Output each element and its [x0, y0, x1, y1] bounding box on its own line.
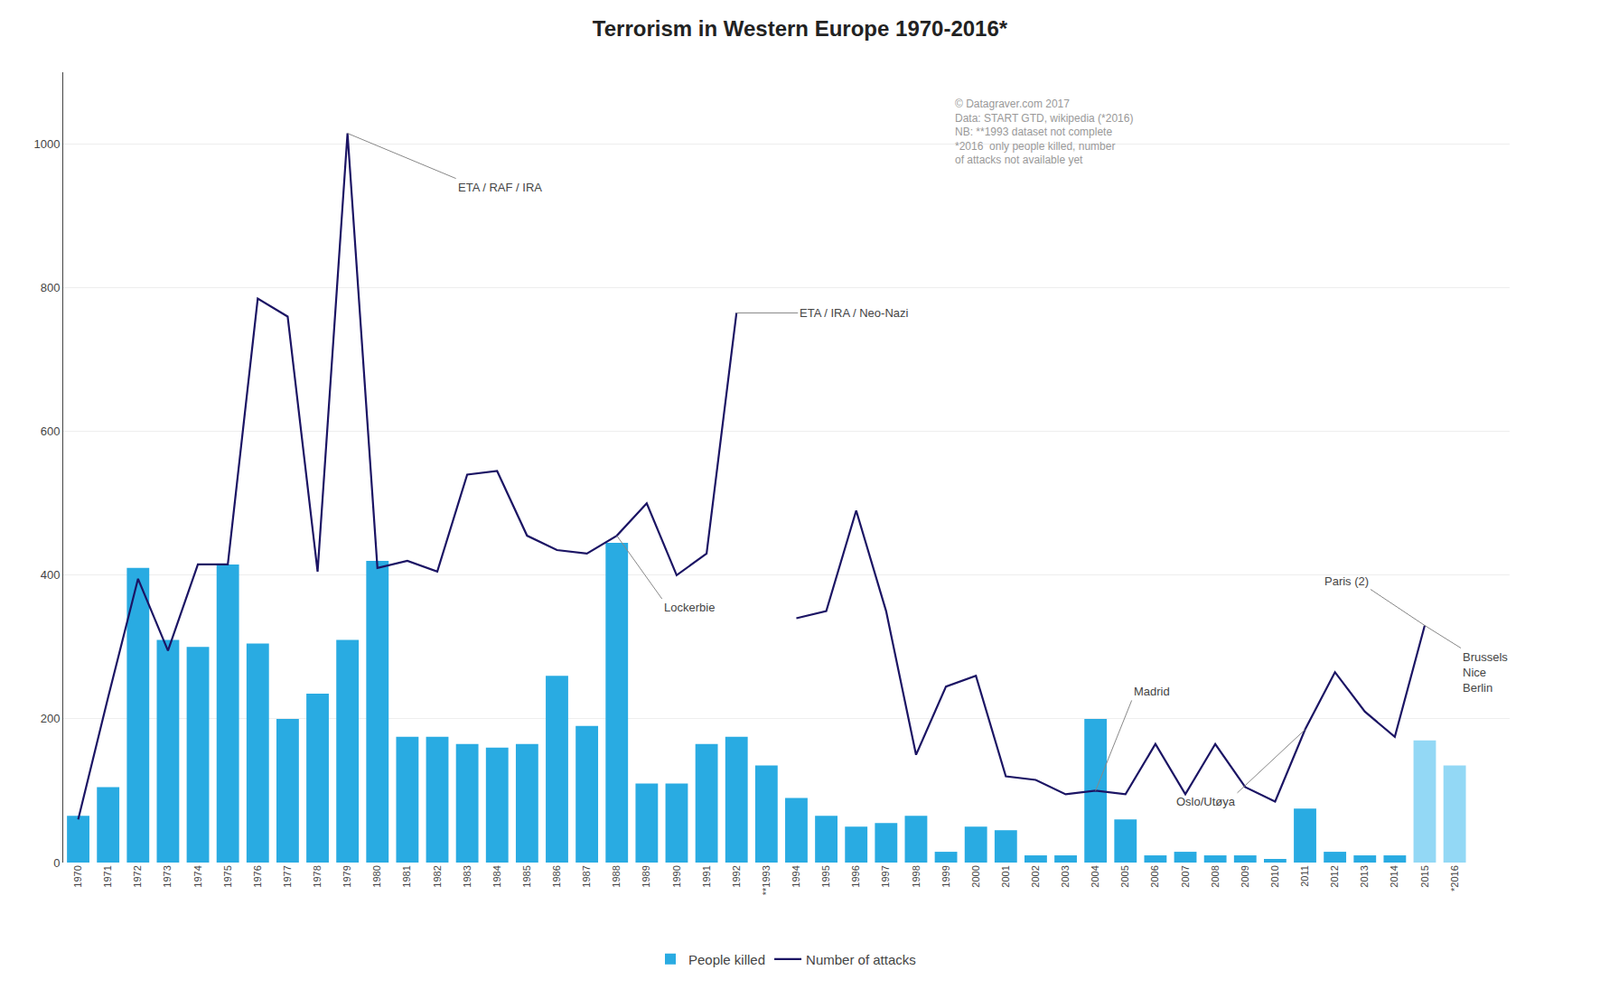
- svg-text:1984: 1984: [491, 865, 503, 888]
- svg-text:1988: 1988: [610, 865, 622, 888]
- svg-text:1979: 1979: [341, 865, 353, 888]
- svg-text:*2016: *2016: [1449, 865, 1460, 892]
- svg-text:2003: 2003: [1059, 865, 1071, 888]
- svg-text:Number of attacks: Number of attacks: [805, 952, 917, 968]
- svg-text:Oslo/Utøya: Oslo/Utøya: [1176, 795, 1236, 809]
- svg-text:1977: 1977: [281, 865, 293, 888]
- svg-text:ETA / RAF / IRA: ETA / RAF / IRA: [458, 180, 543, 195]
- svg-text:0: 0: [53, 856, 60, 871]
- svg-text:2012: 2012: [1328, 865, 1340, 888]
- svg-text:1983: 1983: [461, 865, 473, 888]
- svg-text:1985: 1985: [521, 865, 533, 888]
- svg-text:2009: 2009: [1239, 865, 1251, 888]
- svg-text:1973: 1973: [161, 865, 173, 888]
- svg-text:1971: 1971: [102, 865, 113, 888]
- svg-text:2008: 2008: [1209, 865, 1221, 888]
- svg-text:1994: 1994: [790, 865, 802, 888]
- svg-text:1990: 1990: [671, 865, 683, 888]
- svg-text:1981: 1981: [401, 865, 412, 888]
- svg-text:Madrid: Madrid: [1133, 684, 1170, 699]
- svg-text:1995: 1995: [820, 865, 832, 888]
- svg-text:800: 800: [40, 280, 61, 295]
- svg-text:2006: 2006: [1149, 865, 1161, 888]
- svg-text:1972: 1972: [131, 865, 143, 888]
- svg-text:1991: 1991: [701, 865, 712, 888]
- svg-text:1986: 1986: [551, 865, 562, 888]
- svg-text:Terrorism in Western Europe 19: Terrorism in Western Europe 1970-2016*: [592, 16, 1009, 41]
- svg-text:1970: 1970: [72, 865, 84, 888]
- svg-text:2007: 2007: [1179, 865, 1191, 888]
- svg-text:**1993: **1993: [760, 865, 772, 896]
- svg-text:1989: 1989: [640, 865, 652, 888]
- svg-text:1974: 1974: [192, 865, 204, 888]
- svg-text:1975: 1975: [222, 865, 234, 888]
- svg-text:1998: 1998: [910, 865, 922, 888]
- svg-text:2005: 2005: [1119, 865, 1131, 888]
- svg-text:BrusselsNiceBerlin: BrusselsNiceBerlin: [1462, 650, 1508, 695]
- svg-text:Paris (2): Paris (2): [1324, 574, 1369, 589]
- svg-text:ETA / IRA / Neo-Nazi: ETA / IRA / Neo-Nazi: [799, 306, 909, 320]
- svg-text:1980: 1980: [371, 865, 383, 888]
- svg-text:1982: 1982: [431, 865, 443, 888]
- svg-text:© Datagraver.com 2017Data: STA: © Datagraver.com 2017Data: START GTD, wi…: [954, 97, 1133, 167]
- svg-text:People killed: People killed: [688, 952, 766, 968]
- svg-text:1978: 1978: [311, 865, 323, 888]
- svg-text:1997: 1997: [879, 865, 891, 888]
- svg-text:1999: 1999: [940, 865, 952, 888]
- svg-text:1000: 1000: [33, 137, 60, 151]
- svg-text:2002: 2002: [1029, 865, 1041, 888]
- svg-text:1987: 1987: [580, 865, 592, 888]
- svg-text:2004: 2004: [1089, 865, 1101, 888]
- svg-text:2013: 2013: [1358, 865, 1370, 888]
- svg-text:Lockerbie: Lockerbie: [664, 600, 715, 615]
- svg-text:2011: 2011: [1299, 865, 1310, 888]
- svg-text:200: 200: [40, 711, 61, 726]
- svg-text:2000: 2000: [970, 865, 982, 888]
- svg-text:2001: 2001: [1000, 865, 1011, 888]
- svg-text:1976: 1976: [252, 865, 263, 888]
- svg-text:1992: 1992: [730, 865, 742, 888]
- svg-text:2010: 2010: [1269, 865, 1281, 888]
- svg-text:600: 600: [40, 424, 61, 439]
- svg-text:1996: 1996: [850, 865, 861, 888]
- svg-text:2014: 2014: [1388, 865, 1400, 888]
- svg-text:400: 400: [40, 568, 61, 582]
- svg-text:2015: 2015: [1419, 865, 1431, 888]
